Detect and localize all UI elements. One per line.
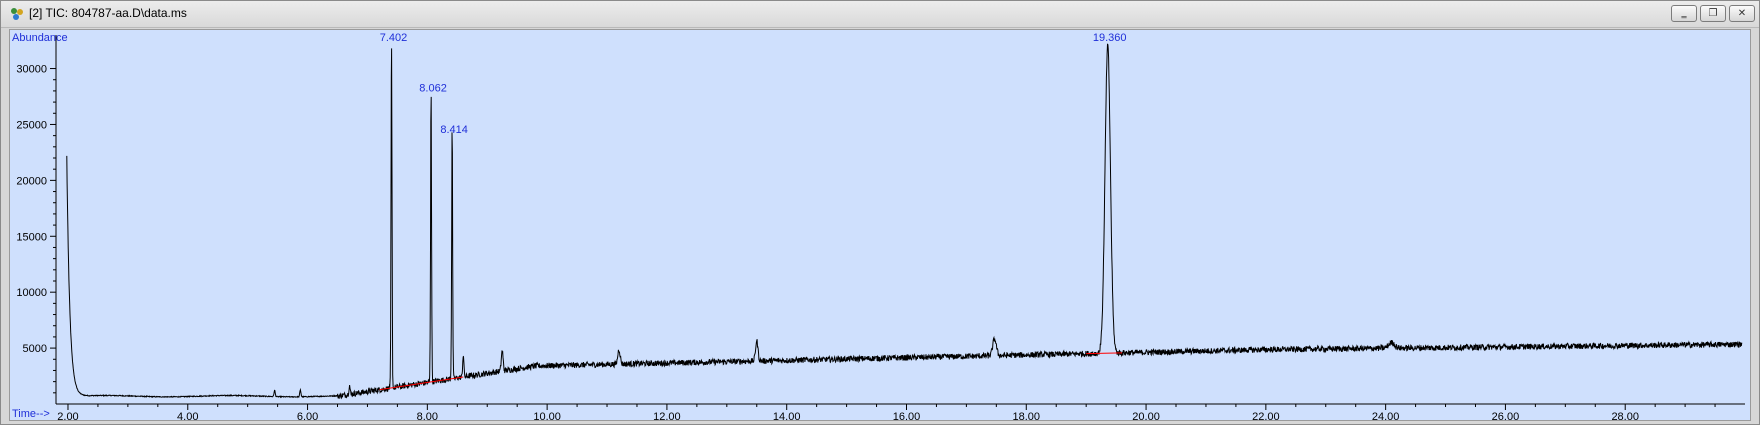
restore-icon: ❐ [1708,8,1718,19]
integration-baseline [1086,352,1123,355]
x-tick-label: 2.00 [57,411,78,422]
x-tick-label: 26.00 [1492,411,1520,422]
x-tick-label: 20.00 [1132,411,1160,422]
x-tick-label: 18.00 [1013,411,1041,422]
x-axis-label: Time--> [12,408,50,420]
window-title: [2] TIC: 804787-aa.D\data.ms [29,6,187,20]
restore-button[interactable]: ❐ [1700,5,1726,22]
y-tick-label: 10000 [16,287,47,299]
integration-baseline [379,376,464,391]
plot-area[interactable]: Abundance Time--> 5000 10000 15000 20000 25000… [9,29,1751,422]
x-tick-label: 24.00 [1372,411,1400,422]
x-tick-label: 22.00 [1252,411,1280,422]
peak-label[interactable]: 7.402 [380,32,408,44]
x-tick-label: 16.00 [893,411,921,422]
x-tick-label: 12.00 [653,411,681,422]
close-button[interactable]: ✕ [1729,5,1755,22]
tic-trace-line [66,43,1743,400]
peak-label[interactable]: 8.062 [419,83,447,95]
x-tick-label: 6.00 [297,411,318,422]
tic-chart: Abundance Time--> 5000 10000 15000 20000 25000… [12,32,1745,422]
y-tick-label: 20000 [16,175,47,187]
y-tick-label: 25000 [16,119,47,131]
x-tick-label: 8.00 [417,411,438,422]
x-tick-label: 14.00 [773,411,801,422]
minimize-icon: ‗ [1681,8,1687,19]
x-tick-label: 10.00 [533,411,561,422]
y-tick-label: 5000 [23,343,47,355]
y-tick-label: 15000 [16,231,47,243]
peak-label[interactable]: 8.414 [440,124,468,136]
x-tick-label: 4.00 [177,411,198,422]
y-axis-label: Abundance [12,32,68,44]
close-icon: ✕ [1737,8,1747,19]
peak-label[interactable]: 19.360 [1093,32,1127,44]
x-tick-label: 28.00 [1611,411,1639,422]
chromatogram-icon [11,8,23,20]
minimize-button[interactable]: ‗ [1671,5,1697,22]
window-titlebar[interactable]: [2] TIC: 804787-aa.D\data.ms ‗ ❐ ✕ [1,1,1759,28]
y-tick-label: 30000 [16,64,47,76]
